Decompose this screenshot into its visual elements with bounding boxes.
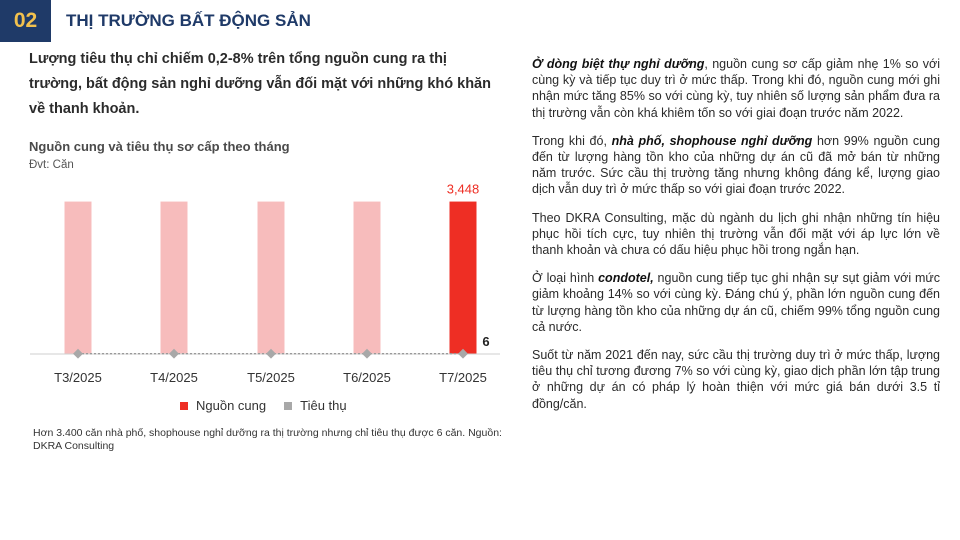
article-paragraph: Theo DKRA Consulting, mặc dù ngành du lị…: [532, 210, 940, 259]
paragraph-text: Theo DKRA Consulting, mặc dù ngành du lị…: [532, 210, 940, 258]
chart-legend: Nguồn cung Tiêu thụ: [180, 398, 365, 413]
paragraph-lead: Ở loại hình: [532, 271, 599, 286]
paragraph-emphasis: nhà phố, shophouse nghỉ dưỡng: [611, 133, 813, 148]
sales-data-label: 6: [482, 334, 489, 349]
supply-data-label: 3,448: [447, 182, 480, 197]
paragraph-text: Suốt từ năm 2021 đến nay, sức cầu thị tr…: [532, 348, 940, 411]
article-paragraph: Ở loại hình condotel, nguồn cung tiếp tụ…: [532, 270, 940, 335]
section-title: THỊ TRƯỜNG BẤT ĐỘNG SẢN: [66, 11, 311, 30]
paragraph-text: hơn 99% nguồn cung đến từ lượng hàng tồn…: [532, 133, 941, 197]
supply-bar: [449, 201, 477, 354]
section-number-badge: 02: [0, 0, 51, 42]
legend-item-sales: Tiêu thụ: [284, 398, 347, 413]
paragraph-emphasis: condotel,: [598, 271, 654, 286]
x-tick-label: T4/2025: [150, 370, 198, 385]
article-text: Ở dòng biệt thự nghỉ dưỡng, nguồn cung s…: [532, 56, 940, 424]
sales-point: [169, 348, 179, 359]
legend-label-sales: Tiêu thụ: [300, 398, 347, 413]
paragraph-emphasis: Ở dòng biệt thự nghỉ dưỡng: [532, 57, 705, 71]
article-paragraph: Ở dòng biệt thự nghỉ dưỡng, nguồn cung s…: [532, 56, 940, 121]
article-paragraph: Suốt từ năm 2021 đến nay, sức cầu thị tr…: [532, 347, 940, 412]
x-tick-label: T6/2025: [343, 370, 391, 385]
supply-bar: [353, 201, 381, 354]
supply-bar: [160, 201, 188, 354]
article-paragraph: Trong khi đó, nhà phố, shophouse nghỉ dư…: [532, 133, 940, 198]
paragraph-text: , nguồn cung sơ cấp giảm nhẹ 1% so với c…: [532, 57, 941, 120]
x-tick-label: T5/2025: [247, 370, 295, 385]
legend-item-supply: Nguồn cung: [180, 398, 266, 413]
x-tick-label: T3/2025: [54, 370, 102, 385]
legend-swatch-sales: [284, 401, 293, 410]
chart-unit: Đvt: Căn: [29, 159, 74, 171]
legend-swatch-supply: [180, 401, 188, 410]
bar-chart: 3,448 6 T3/2025 T4/2025 T5/2025 T6/2025 T7/202…: [30, 182, 500, 385]
legend-label-supply: Nguồn cung: [196, 398, 267, 413]
headline: Lượng tiêu thụ chỉ chiếm 0,2-8% trên tổn…: [29, 51, 491, 117]
chart-title: Nguồn cung và tiêu thụ sơ cấp theo tháng: [29, 139, 290, 154]
supply-bar: [257, 201, 285, 354]
paragraph-text: nguồn cung tiếp tục ghi nhận sự sụt giảm…: [532, 271, 940, 334]
paragraph-lead: Trong khi đó,: [532, 133, 612, 148]
supply-bar: [64, 201, 92, 354]
x-tick-label: T7/2025: [439, 370, 487, 385]
chart-caption: Hơn 3.400 căn nhà phố, shophouse nghỉ dư…: [33, 427, 502, 452]
